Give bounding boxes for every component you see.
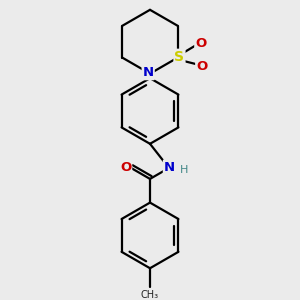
Text: CH₃: CH₃ xyxy=(141,290,159,300)
Text: O: O xyxy=(120,161,131,175)
Text: S: S xyxy=(175,50,184,64)
Text: H: H xyxy=(180,165,189,175)
Text: N: N xyxy=(164,160,175,174)
Text: O: O xyxy=(195,37,206,50)
Text: O: O xyxy=(196,60,207,73)
Text: N: N xyxy=(142,66,154,79)
